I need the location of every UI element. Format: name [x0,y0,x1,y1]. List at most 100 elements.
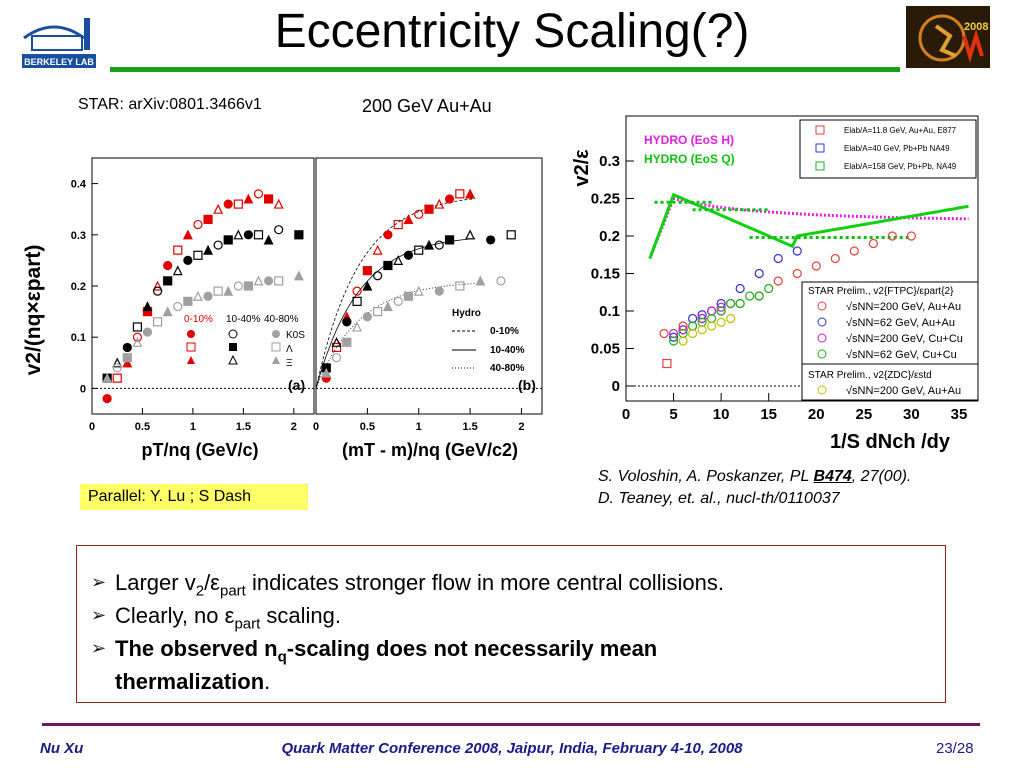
data-point [486,235,496,245]
b3-line2: thermalization [115,669,265,694]
data-point [342,337,352,347]
b2-pre: Clearly, no ε [115,603,235,628]
data-point [383,230,393,240]
data-point [373,271,383,281]
b3-pre: The observed n [115,636,278,661]
x-tick-label: 1 [416,421,422,433]
data-point [716,317,726,327]
x-tick-label: 35 [951,406,968,423]
x-tick-label: 0 [89,421,95,433]
logo-text: BERKELEY LAB [24,57,94,67]
data-point [726,298,736,309]
slide-title: Eccentricity Scaling(?) [274,5,750,58]
data-point [132,336,143,347]
b2-sub: part [234,615,261,633]
data-point [434,198,445,209]
data-point [414,245,424,255]
data-point [203,214,213,225]
b1-sub1: 2 [195,582,205,600]
data-point [465,229,476,240]
data-point [213,286,223,296]
data-point [434,286,444,296]
data-point [735,298,745,309]
y-tick-label: 0.3 [599,153,620,170]
data-point [403,291,414,301]
data-point [263,276,274,286]
data-point [849,246,859,256]
bullet-1: ➢ Larger v2/εpart indicates stronger flo… [91,566,931,599]
x-tick-label: 2 [518,421,524,433]
data-point [362,266,372,276]
data-point [274,276,284,286]
y-tick-label: 0.4 [71,179,87,191]
data-point [233,229,244,240]
panel-a-plot: 0 0.5 1 1.5 2 0 0.1 0.2 0.3 0.4 [71,179,314,433]
data-point [263,234,274,245]
data-point [253,230,264,240]
data-point [142,327,153,337]
x-tick-label: 1.5 [236,421,251,433]
left-charts: v2/(nq×εpart) 0 0.5 1 1.5 2 0 0.1 0.2 0.3 0.4 0 0.… [22,157,543,460]
y-tick-label: 0 [612,378,620,395]
y-tick-label: 0.1 [71,332,86,344]
hydro-curve [315,198,476,389]
data-point [455,189,465,199]
data-point [773,276,783,286]
data-point [112,363,122,373]
data-point [132,332,143,342]
data-point [331,336,342,347]
x-tick-label: 20 [808,406,825,423]
legend-row-40-80: 40-80% [264,314,299,325]
data-point [182,229,193,240]
right-chart-frame [625,115,979,402]
x-tick-label: 15 [760,406,777,423]
source-reference: STAR: arXiv:0801.3466v1 [78,96,262,113]
data-point [811,261,821,271]
data-point [293,270,304,281]
hydro-eos-q-label: HYDRO (EoS Q) [644,152,735,166]
data-point [444,235,455,245]
y-tick-label: 0.2 [599,228,620,245]
title-underline [110,67,900,72]
bullet-3: ➢ The observed nq-scaling does not neces… [91,632,931,698]
y-tick-label: 0.15 [591,266,620,283]
data-point [868,238,878,249]
data-point [506,230,516,240]
data-point [233,281,243,291]
footer-page-number: 23/28 [936,740,974,757]
b2-post: scaling. [260,603,342,628]
legend-row-10-40: 10-40% [226,314,261,325]
data-point [273,198,284,209]
data-point [475,275,486,286]
data-point [274,225,284,235]
data-point [697,313,707,324]
data-point [382,301,393,312]
energy-legend-1: Elab/A=40 GeV, Pb+Pb NA49 [844,144,950,153]
data-point [172,265,183,276]
star-legend-2: √sNN=200 GeV, Cu+Cu [846,333,963,345]
b1-mid: /ε [204,570,220,595]
data-point [716,306,726,316]
data-point [112,373,122,383]
data-point [830,253,840,264]
data-point [726,313,736,324]
panel-a-legend: 0-10% 10-40% 40-80% K0S Λ Ξ [184,314,305,369]
data-point [373,307,383,317]
data-point [152,280,163,291]
hydro-legend-title: Hydro [452,308,481,319]
berkeley-lab-logo: BERKELEY LAB [14,8,104,72]
data-point [403,250,414,260]
citation-2: D. Teaney, et. al., nucl-th/0110037 [598,490,840,507]
data-point [659,328,669,339]
data-point [716,302,726,312]
right-chart-plot: 0 5 10 15 20 25 30 35 0 0.05 0.1 0.15 0.2 0.25 0.3 [591,153,978,423]
panel-a-frame [91,157,315,415]
citation-1-pre: S. Voloshin, A. Poskanzer, PL [598,468,814,485]
panel-b-label: (b) [518,377,536,393]
data-point [122,357,133,368]
b3-post: -scaling does not necessarily mean [286,636,658,661]
x-tick-label: 5 [669,406,677,423]
data-point [203,244,214,255]
energy-legend-2: Elab/A=158 GeV, Pb+Pb, NA49 [844,162,957,171]
panel-a-label: (a) [288,377,305,393]
